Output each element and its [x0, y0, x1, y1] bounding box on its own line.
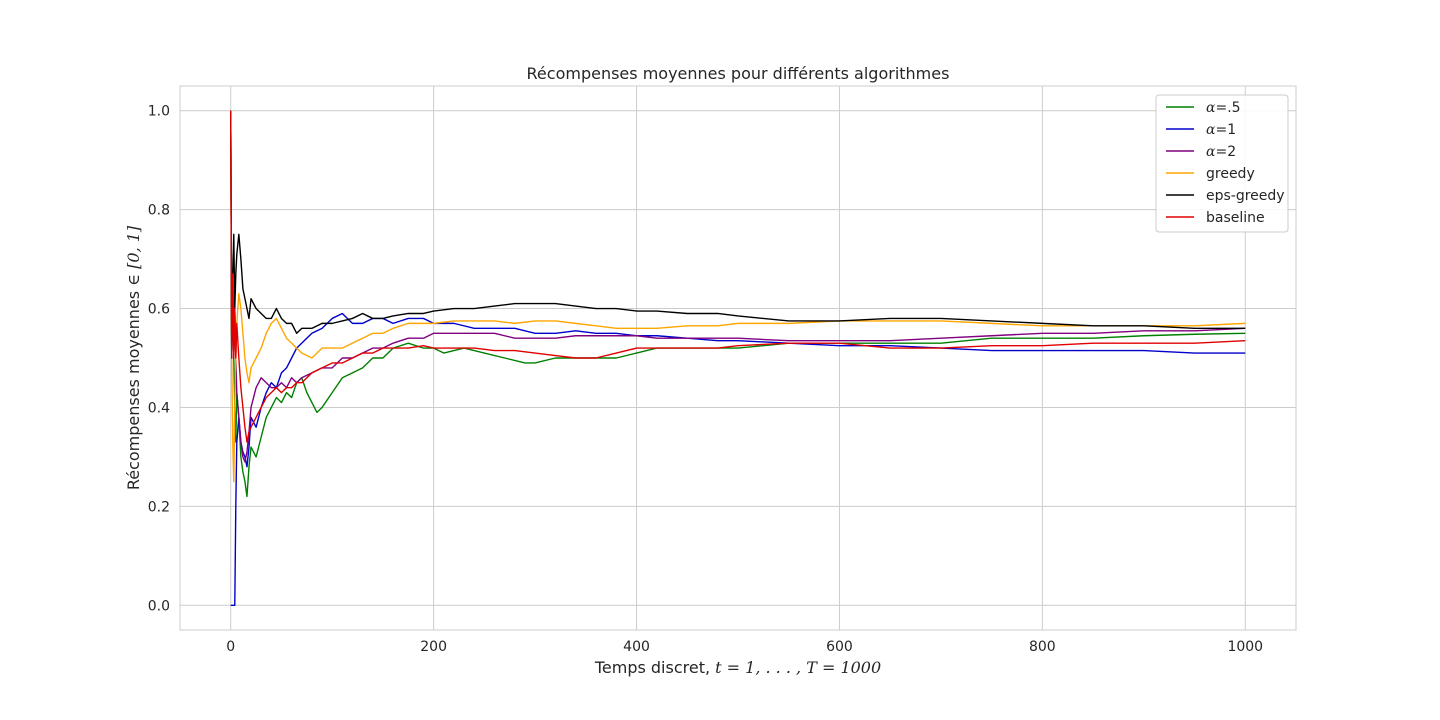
chart-title: Récompenses moyennes pour différents alg… — [527, 64, 950, 83]
x-axis-title-text: Temps discret, — [594, 658, 715, 677]
legend-symbol: α — [1206, 122, 1216, 138]
legend-label-4: eps-greedy — [1206, 188, 1285, 204]
legend-symbol: α — [1206, 100, 1216, 116]
y-tick-label: 0.2 — [148, 499, 170, 515]
x-tick-label: 200 — [420, 639, 447, 655]
legend-symbol: α — [1206, 144, 1216, 160]
legend-label-2: α=2 — [1206, 144, 1236, 160]
legend-label-5: baseline — [1206, 210, 1265, 226]
x-tick-label: 1000 — [1227, 639, 1263, 655]
y-tick-label: 0.6 — [148, 302, 170, 318]
x-axis: 0 200 400 600 800 1000 — [226, 639, 1263, 655]
y-axis-title: Récompenses moyennes ∈ [0, 1] — [124, 225, 143, 490]
x-tick-label: 600 — [826, 639, 853, 655]
x-tick-label: 0 — [226, 639, 235, 655]
legend-label-0: α=.5 — [1206, 100, 1241, 116]
legend-suffix: =2 — [1215, 144, 1236, 160]
y-tick-label: 0.8 — [148, 203, 170, 219]
legend-label-1: α=1 — [1206, 122, 1236, 138]
legend-suffix: =1 — [1215, 122, 1236, 138]
y-tick-label: 1.0 — [148, 104, 170, 120]
y-axis-title-math: ∈ [0, 1] — [124, 225, 143, 286]
legend-label-3: greedy — [1206, 166, 1255, 182]
series-layer — [230, 110, 1246, 606]
x-axis-title-math: t = 1, . . . , T = 1000 — [715, 658, 881, 677]
y-axis-title-text: Récompenses moyennes — [124, 286, 143, 490]
x-axis-title: Temps discret, t = 1, . . . , T = 1000 — [594, 658, 881, 677]
plot-area — [180, 86, 1296, 630]
series-line-5 — [230, 110, 1246, 443]
series-line-4 — [230, 110, 1246, 359]
x-tick-label: 800 — [1029, 639, 1056, 655]
y-tick-label: 0.4 — [148, 400, 170, 416]
series-line-3 — [230, 110, 1246, 483]
y-axis: 0.0 0.2 0.4 0.6 0.8 1.0 — [148, 104, 170, 615]
x-tick-label: 400 — [623, 639, 650, 655]
series-line-0 — [230, 110, 1246, 498]
plot-frame — [179, 85, 1297, 631]
series-line-2 — [230, 110, 1246, 463]
y-tick-label: 0.0 — [148, 598, 170, 614]
legend-suffix: =.5 — [1215, 100, 1240, 116]
